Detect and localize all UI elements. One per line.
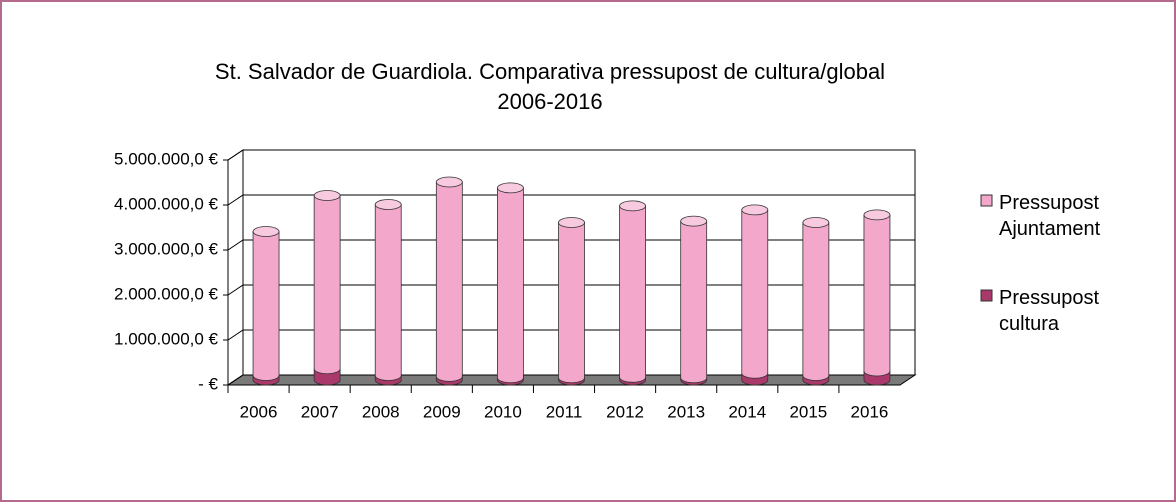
- bar: [558, 222, 585, 384]
- x-tick-label: 2011: [546, 402, 583, 421]
- y-tick-label: 4.000.000,0 €: [114, 194, 219, 213]
- x-tick-label: 2009: [423, 402, 461, 421]
- bar: [497, 187, 524, 384]
- bar-top: [313, 190, 341, 201]
- bar: [374, 204, 402, 381]
- y-tick-label: - €: [198, 374, 218, 393]
- y-tick-label: 5.000.000,0 €: [114, 149, 219, 168]
- x-tick-label: 2015: [789, 402, 827, 421]
- bar: [802, 222, 830, 381]
- x-tick-label: 2007: [301, 402, 339, 421]
- y-tick-label: 3.000.000,0 €: [114, 239, 219, 258]
- bar-top: [435, 176, 463, 188]
- side-wall: [227, 149, 244, 386]
- bar: [680, 220, 708, 384]
- bar-top: [680, 215, 708, 227]
- grid-line: [227, 149, 915, 161]
- x-tick-label: 2016: [851, 402, 889, 421]
- x-tick-label: 2012: [606, 402, 644, 421]
- y-tick-label: 1.000.000,0 €: [114, 329, 219, 348]
- chart-title: St. Salvador de Guardiola. Comparativa p…: [215, 59, 885, 84]
- bar-top: [558, 217, 585, 228]
- bar: [435, 181, 463, 382]
- x-tick-label: 2006: [240, 402, 278, 421]
- bar-top: [252, 226, 280, 237]
- bar-top: [619, 200, 646, 212]
- legend-swatch: [980, 289, 993, 302]
- bar: [252, 231, 280, 381]
- x-tick-label: 2010: [484, 402, 522, 421]
- bar: [313, 195, 341, 375]
- chart-title: 2006-2016: [497, 89, 602, 114]
- legend-swatch: [980, 194, 993, 207]
- bar-top: [374, 199, 402, 210]
- bar: [619, 205, 646, 383]
- y-tick-label: 2.000.000,0 €: [114, 284, 219, 303]
- bar: [741, 209, 769, 379]
- grid-line: [227, 194, 915, 206]
- x-tick-label: 2008: [362, 402, 400, 421]
- bar-top: [802, 217, 830, 228]
- legend-label: Pressupost Ajuntament: [999, 192, 1101, 240]
- x-tick-label: 2014: [728, 402, 766, 421]
- bar: [863, 214, 891, 377]
- x-tick-label: 2013: [667, 402, 705, 421]
- bar-top: [863, 209, 891, 221]
- legend-label: Pressupost cultura: [999, 287, 1100, 335]
- bar-top: [497, 182, 524, 194]
- bar-top: [741, 204, 769, 216]
